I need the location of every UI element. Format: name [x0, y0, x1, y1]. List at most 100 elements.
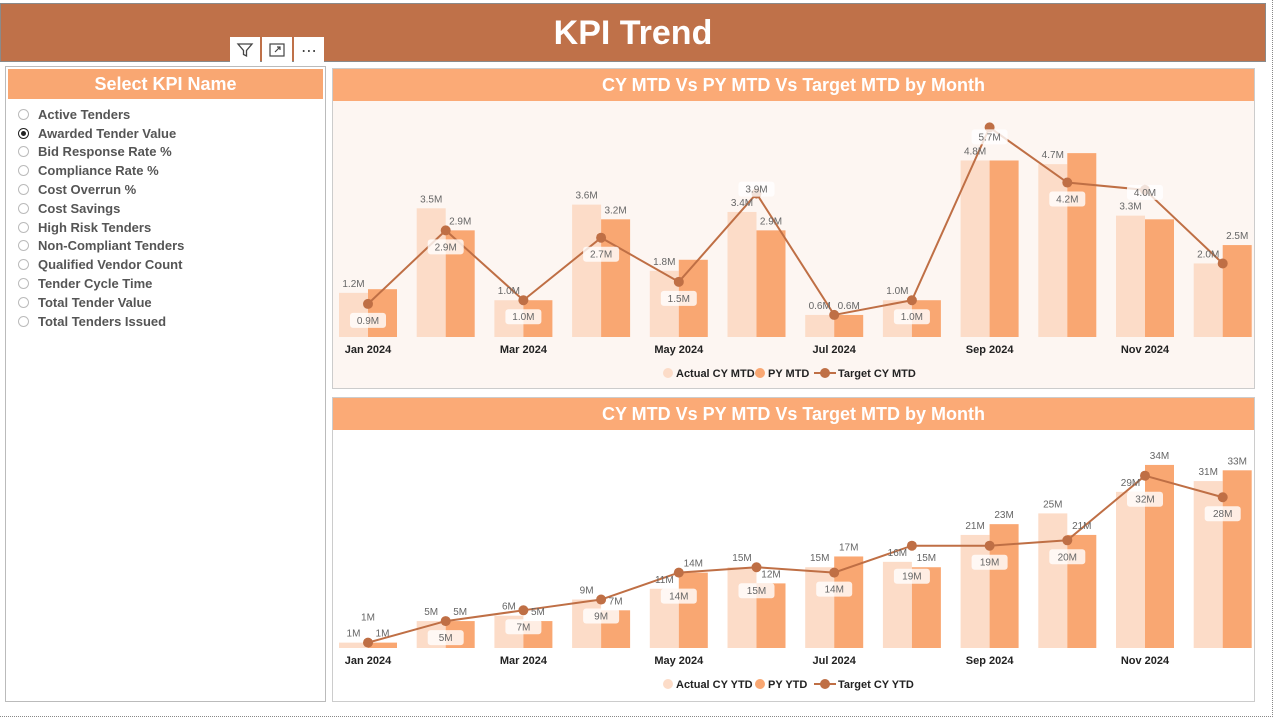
py-data-label: 14M [684, 559, 703, 570]
target-label-group: 4.0M [1127, 184, 1163, 200]
target-data-label: 1.5M [668, 294, 690, 305]
target-label-group: 14M [660, 588, 697, 604]
actual-bar [805, 314, 835, 337]
py-bar [989, 524, 1019, 648]
actual-label-group: 1.8M [653, 257, 675, 268]
target-point [1217, 258, 1228, 269]
x-tick-label: May 2024 [654, 655, 704, 667]
radio-button[interactable] [18, 146, 29, 158]
actual-label-group: 15M [732, 553, 751, 564]
slicer-item[interactable]: Compliance Rate % [18, 161, 325, 180]
py-data-label: 17M [839, 542, 858, 553]
actual-bar [1116, 215, 1145, 337]
py-bar [1145, 219, 1174, 337]
legend-actual-label: Actual CY MTD [676, 368, 755, 380]
actual-label-group: 15M [810, 553, 829, 564]
legend-target-label: Target CY YTD [838, 679, 914, 691]
actual-bar [1116, 491, 1145, 648]
radio-button[interactable] [18, 165, 29, 177]
target-data-label: 3.9M [745, 185, 767, 196]
target-point [518, 295, 529, 306]
slicer-item[interactable]: Total Tender Value [18, 293, 325, 312]
target-label-group: 3.9M [738, 181, 775, 197]
actual-label-group: 4.7M [1042, 150, 1064, 161]
x-tick-label: Sep 2024 [966, 655, 1015, 667]
target-point [1217, 492, 1228, 503]
legend-py-label: PY YTD [768, 679, 807, 691]
actual-data-label: 3.6M [575, 191, 597, 202]
x-tick-label: Nov 2024 [1121, 344, 1170, 356]
actual-label-group: 29M [1121, 478, 1140, 489]
py-label-group: 5M [531, 607, 545, 618]
target-point [1062, 177, 1073, 188]
py-data-label: 12M [761, 569, 780, 580]
x-tick-label: Jul 2024 [812, 344, 856, 356]
slicer-item[interactable]: Qualified Vendor Count [18, 255, 325, 274]
py-bar [756, 230, 786, 337]
slicer-item-label: Cost Overrun % [38, 182, 137, 198]
target-label-box [583, 608, 620, 624]
radio-button[interactable] [18, 108, 29, 120]
actual-label-group: 0.6M [809, 301, 831, 312]
slicer-item[interactable]: Awarded Tender Value [18, 124, 325, 143]
radio-button[interactable] [18, 184, 29, 196]
py-data-label: 23M [994, 510, 1013, 521]
radio-button[interactable] [18, 278, 29, 290]
radio-button[interactable] [18, 296, 29, 308]
slicer-item[interactable]: Cost Savings [18, 199, 325, 218]
py-data-label: 3.2M [604, 205, 626, 216]
actual-label-group: 1.0M [498, 286, 520, 297]
focus-mode-icon[interactable] [262, 37, 292, 63]
legend-target-marker [820, 368, 830, 378]
target-data-label: 9M [594, 612, 608, 623]
target-label-group: 0.9M [350, 312, 386, 328]
slicer-item[interactable]: High Risk Tenders [18, 218, 325, 237]
py-data-label: 7M [609, 596, 623, 607]
py-data-label: 5M [453, 607, 467, 618]
radio-button[interactable] [18, 259, 29, 271]
slicer-item-label: Total Tenders Issued [38, 313, 167, 329]
py-data-label: 1M [376, 629, 390, 640]
py-label-group: 5M [453, 607, 467, 618]
radio-button[interactable] [18, 202, 29, 214]
slicer-item[interactable]: Bid Response Rate % [18, 143, 325, 162]
target-line [367, 125, 1224, 317]
slicer-item-label: Tender Cycle Time [38, 276, 153, 292]
legend-target-marker [820, 679, 830, 689]
slicer-item[interactable]: Non-Compliant Tenders [18, 237, 325, 256]
mtd-chart-title: CY MTD Vs PY MTD Vs Target MTD by Month [333, 69, 1254, 101]
target-data-label: 1M [361, 613, 375, 624]
py-bar [368, 642, 397, 648]
actual-bar [1038, 513, 1068, 648]
actual-data-label: 1.0M [886, 286, 908, 297]
target-point [906, 295, 917, 306]
actual-bar [572, 204, 602, 337]
target-label-group: 1.0M [893, 309, 930, 325]
actual-data-label: 2.0M [1197, 249, 1219, 260]
radio-button[interactable] [18, 127, 29, 139]
legend-actual-marker [663, 679, 673, 689]
slicer-item[interactable]: Cost Overrun % [18, 180, 325, 199]
target-data-label: 28M [1213, 509, 1232, 520]
target-data-label: 5.7M [978, 132, 1000, 143]
radio-button[interactable] [18, 240, 29, 252]
actual-data-label: 3.4M [731, 198, 753, 209]
filter-icon[interactable] [230, 37, 260, 63]
actual-label-group: 9M [580, 586, 594, 597]
py-label-group: 14M [684, 559, 703, 570]
actual-data-label: 6M [502, 602, 516, 613]
radio-button[interactable] [18, 221, 29, 233]
mtd-chart: Jan 2024 Mar 2024 May 2024 Jul 2024 Sep 2024… [339, 122, 1252, 380]
target-label-group: 19M [971, 554, 1008, 570]
actual-label-group: 1M [347, 629, 361, 640]
py-data-label: 2.9M [449, 216, 471, 227]
slicer-item[interactable]: Active Tenders [18, 105, 325, 124]
actual-data-label: 29M [1121, 478, 1140, 489]
legend-py-marker [755, 679, 765, 689]
slicer-item[interactable]: Tender Cycle Time [18, 274, 325, 293]
target-point [440, 225, 451, 236]
more-options-icon[interactable]: ⋯ [294, 37, 324, 63]
target-data-label: 2.9M [435, 242, 457, 253]
radio-button[interactable] [18, 315, 29, 327]
slicer-item[interactable]: Total Tenders Issued [18, 312, 325, 331]
